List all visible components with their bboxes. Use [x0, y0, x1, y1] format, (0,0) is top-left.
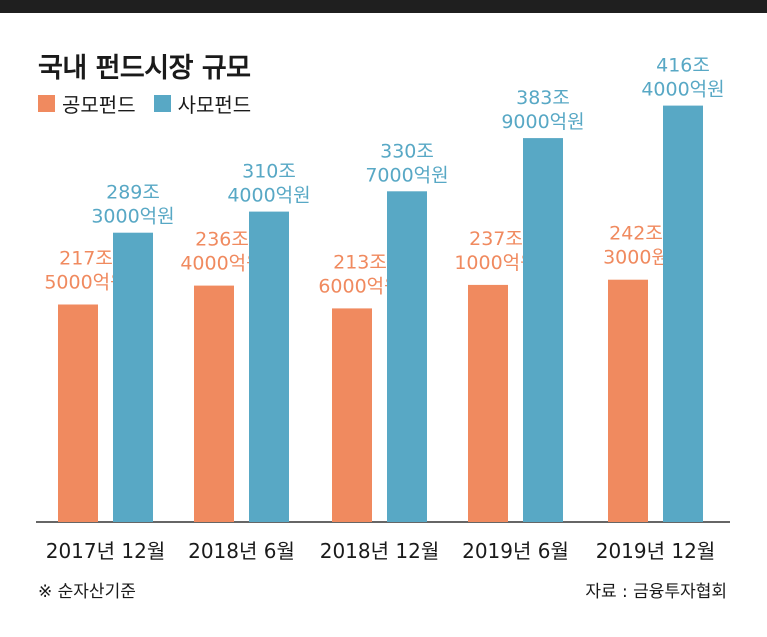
data-label: 217조: [59, 248, 113, 270]
x-tick-label: 2019년 12월: [596, 539, 716, 563]
bar-public: [58, 304, 98, 522]
bar-public: [608, 279, 648, 522]
top-bar: [0, 0, 767, 13]
legend-swatch-private: [153, 95, 171, 112]
data-label: 5000억원: [44, 272, 127, 294]
data-label: 383조: [516, 87, 570, 109]
footnote: ※ 순자산기준: [38, 582, 136, 602]
data-label: 9000억원: [501, 111, 584, 133]
data-label: 3000억원: [91, 206, 174, 228]
bar-public: [468, 284, 508, 522]
bar-private: [249, 211, 289, 522]
data-label: 4000억원: [180, 253, 263, 275]
data-label: 6000억원: [318, 275, 401, 297]
legend-label-public: 공모펀드: [62, 93, 136, 117]
data-label: 7000억원: [365, 164, 448, 186]
x-tick-label: 2018년 12월: [320, 539, 440, 563]
bar-public: [194, 285, 234, 522]
data-label: 4000억원: [641, 79, 724, 101]
source-note: 자료 : 금융투자협회: [585, 582, 727, 602]
bar-private: [113, 232, 153, 522]
data-label: 416조: [656, 55, 710, 77]
bar-public: [332, 308, 372, 522]
data-label: 213조: [333, 251, 387, 273]
data-label: 236조: [195, 229, 249, 251]
legend-swatch-public: [38, 95, 55, 112]
x-tick-label: 2018년 6월: [188, 539, 295, 563]
bar-private: [387, 191, 427, 523]
data-label: 242조: [609, 223, 663, 245]
data-label: 289조: [106, 182, 160, 204]
data-label: 1000억원: [454, 252, 537, 274]
bar-private: [663, 105, 703, 522]
chart-title: 국내 펀드시장 규모: [38, 53, 251, 84]
data-label: 330조: [380, 140, 434, 162]
data-label: 237조: [469, 228, 523, 250]
legend-item-private: 사모펀드: [153, 89, 252, 118]
x-tick-label: 2019년 6월: [462, 539, 569, 563]
legend-item-public: 공모펀드: [38, 89, 136, 118]
data-label: 4000억원: [227, 185, 310, 207]
x-tick-label: 2017년 12월: [46, 539, 166, 563]
data-label: 3000원: [603, 247, 669, 269]
data-label: 310조: [242, 161, 296, 183]
legend: 공모펀드 사모펀드: [38, 89, 269, 118]
bar-private: [523, 138, 563, 522]
legend-label-private: 사모펀드: [177, 93, 252, 117]
